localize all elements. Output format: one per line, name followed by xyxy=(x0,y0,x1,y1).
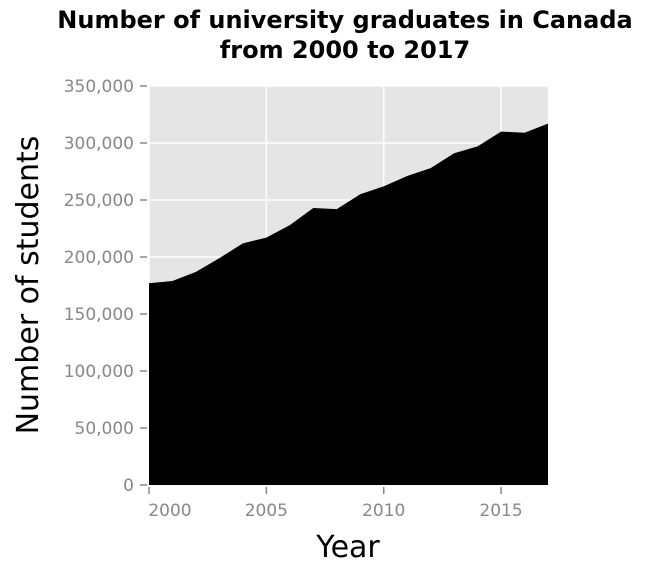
y-tick-label: 100,000 xyxy=(64,362,134,382)
chart-title-line-1: Number of university graduates in Canada xyxy=(57,6,632,34)
x-tick-label: 2005 xyxy=(245,501,288,521)
y-tick-label: 0 xyxy=(123,476,134,496)
y-axis-label: Number of students xyxy=(11,136,46,435)
y-tick-label: 150,000 xyxy=(64,305,134,325)
x-tick-label: 2015 xyxy=(479,501,522,521)
y-tick-label: 300,000 xyxy=(64,134,134,154)
y-tick-label: 250,000 xyxy=(64,191,134,211)
y-axis: 0 50,000 100,000 150,000 200,000 250,000 300,0… xyxy=(64,77,147,496)
x-axis: 2000 2005 2010 2015 xyxy=(148,487,523,521)
x-tick-label: 2010 xyxy=(362,501,405,521)
y-tick-label: 350,000 xyxy=(64,77,134,97)
y-tick-label: 50,000 xyxy=(75,419,134,439)
chart-title-line-2: from 2000 to 2017 xyxy=(220,36,470,64)
x-axis-label: Year xyxy=(315,530,380,565)
y-tick-label: 200,000 xyxy=(64,248,134,268)
area-series xyxy=(149,123,548,486)
x-tick-label: 2000 xyxy=(148,501,191,521)
